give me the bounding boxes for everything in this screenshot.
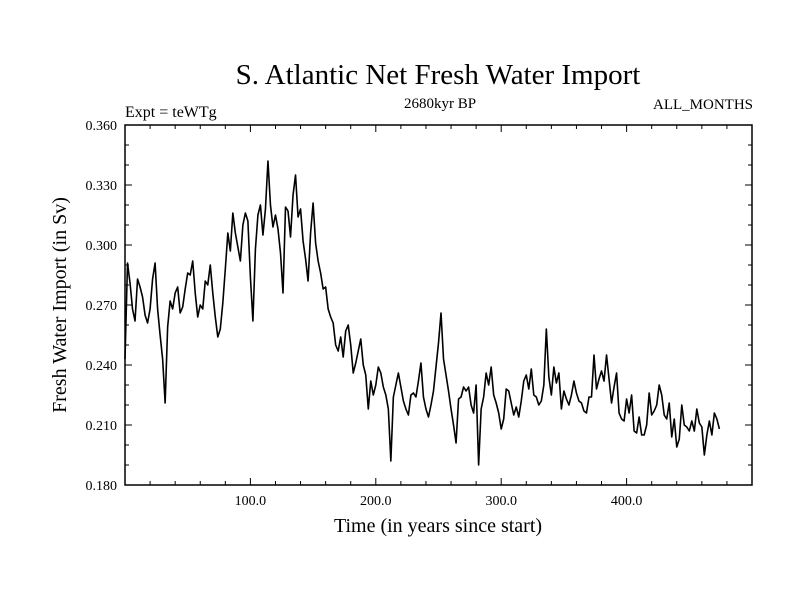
axes: [124, 124, 753, 486]
x-tick-label: 300.0: [485, 494, 517, 509]
x-tick-label: 200.0: [360, 494, 392, 509]
y-tick-label: 0.300: [86, 239, 118, 254]
y-tick-label: 0.360: [86, 119, 118, 134]
y-tick-label: 0.330: [86, 179, 118, 194]
y-tick-label: 0.180: [86, 479, 118, 494]
y-tick-label: 0.270: [86, 299, 118, 314]
chart-title: S. Atlantic Net Fresh Water Import: [236, 59, 641, 91]
x-tick-label: 100.0: [235, 494, 267, 509]
y-axis-label: Fresh Water Import (in Sv): [49, 197, 71, 413]
x-axis-label: Time (in years since start): [334, 515, 542, 537]
expt-label: Expt = teWTg: [125, 104, 217, 121]
y-tick-label: 0.210: [86, 419, 118, 434]
chart-subtitle: 2680kyr BP: [404, 96, 476, 112]
y-tick-label: 0.240: [86, 359, 118, 374]
series-line: [124, 160, 721, 466]
plot-frame: [124, 124, 753, 486]
months-label: ALL_MONTHS: [653, 97, 753, 113]
data-series: [124, 160, 721, 466]
x-tick-label: 400.0: [611, 494, 643, 509]
axis-ticks: 100.0 200.0 300.0 400.0 0.180 0.210 0.240 0.270…: [86, 119, 752, 509]
